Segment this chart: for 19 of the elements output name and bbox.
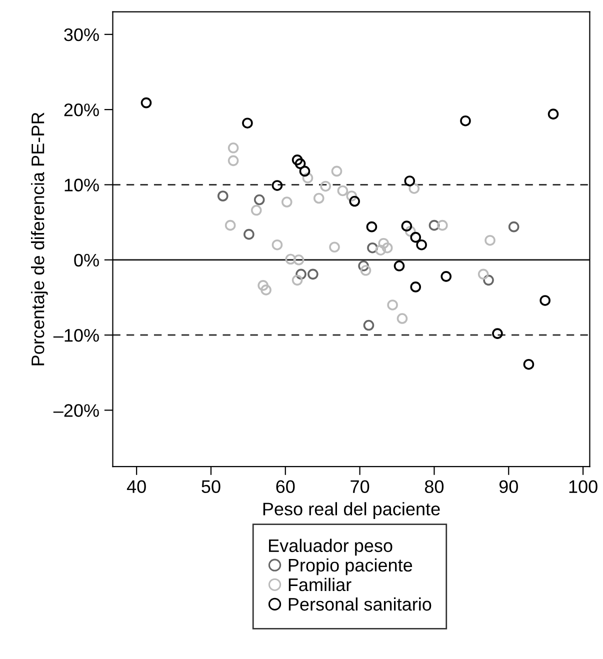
- y-tick-label: –10%: [53, 328, 99, 342]
- legend-title: Evaluador peso: [269, 538, 392, 556]
- x-tick-label: 50: [202, 480, 220, 494]
- legend-label: Propio paciente: [288, 558, 412, 576]
- x-tick-label: 90: [499, 480, 518, 494]
- y-axis-title: Porcentaje de diferencia PE-PR: [31, 112, 48, 366]
- y-tick-label: –20%: [53, 404, 99, 417]
- x-tick-label: 40: [126, 480, 146, 494]
- y-tick-label: 0%: [74, 254, 99, 267]
- x-tick-label: 80: [424, 480, 444, 494]
- y-tick-label: 30%: [64, 28, 99, 42]
- y-tick-label: 20%: [64, 104, 99, 116]
- x-tick-label: 100: [569, 480, 598, 494]
- legend-label: Personal sanitario: [288, 597, 432, 611]
- x-tick-label: 60: [276, 480, 295, 494]
- x-axis-title: Peso real del paciente: [263, 502, 440, 519]
- x-tick-label: 70: [350, 480, 370, 494]
- y-tick-label: 10%: [64, 178, 99, 192]
- legend-label: Familiar: [288, 578, 352, 592]
